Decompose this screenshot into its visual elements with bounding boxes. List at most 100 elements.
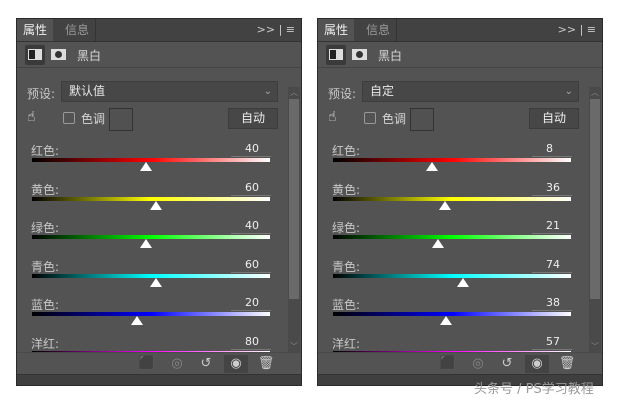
view-previous-icon[interactable]: ◎ xyxy=(472,356,484,371)
slider-track[interactable] xyxy=(333,196,571,201)
visibility-eye-icon[interactable]: ◉ xyxy=(525,355,549,373)
tint-label: 色调 xyxy=(81,112,106,126)
scroll-down-icon[interactable]: ﹀ xyxy=(591,342,599,351)
preset-value: 默认值 xyxy=(69,84,106,98)
clip-to-layer-icon[interactable]: ⬛ xyxy=(439,356,457,371)
slider-value-input[interactable]: 8 xyxy=(532,142,572,157)
slider-thumb[interactable] xyxy=(149,200,162,210)
slider-track[interactable] xyxy=(32,158,270,162)
chevron-down-icon: ⌄ xyxy=(263,86,272,97)
color-slider: 青色: 74 xyxy=(332,258,572,294)
preset-dropdown[interactable]: 自定 ⌄ xyxy=(362,81,579,102)
layer-mask-icon[interactable] xyxy=(51,49,66,60)
resize-grip[interactable] xyxy=(318,374,602,385)
adjustment-layer-icon[interactable] xyxy=(326,45,346,65)
properties-panel: 属性 信息 >> | ≡ 黑白 预设: 默认值 ⌄ ☝ 色调 自动 红色: 40 … xyxy=(16,18,302,386)
bottom-toolbar: ⬛ ◎ ↺ ◉ 🗑 xyxy=(17,352,301,374)
adjustment-header: 黑白 xyxy=(17,42,301,68)
slider-label: 青色: xyxy=(31,259,60,274)
slider-thumb[interactable] xyxy=(457,277,470,287)
adjustment-layer-icon[interactable] xyxy=(25,45,45,65)
color-slider: 蓝色: 20 xyxy=(31,296,271,332)
slider-thumb[interactable] xyxy=(130,316,143,325)
tab-properties[interactable]: 属性 xyxy=(17,19,54,41)
tab-info[interactable]: 信息 xyxy=(360,19,398,41)
slider-thumb[interactable] xyxy=(149,277,162,287)
scrollbar-thumb[interactable] xyxy=(590,99,600,299)
tint-color-swatch[interactable] xyxy=(109,108,133,131)
slider-label: 红色: xyxy=(31,144,60,158)
slider-label: 绿色: xyxy=(31,221,60,235)
slider-value-input[interactable]: 21 xyxy=(532,219,572,234)
scrollbar[interactable]: ︿ ﹀ xyxy=(589,87,601,352)
slider-value-input[interactable]: 60 xyxy=(231,258,271,273)
slider-label: 蓝色: xyxy=(332,298,361,312)
slider-value-input[interactable]: 57 xyxy=(532,335,572,350)
slider-value-input[interactable]: 38 xyxy=(532,296,572,311)
auto-button[interactable]: 自动 xyxy=(529,108,579,129)
slider-track[interactable] xyxy=(32,196,270,201)
targeted-adjustment-hand-icon[interactable]: ☝ xyxy=(27,109,36,125)
slider-track[interactable] xyxy=(333,273,571,278)
adjustment-header: 黑白 xyxy=(318,42,602,68)
visibility-eye-icon[interactable]: ◉ xyxy=(224,355,248,373)
color-slider: 绿色: 40 xyxy=(31,219,271,255)
slider-value-input[interactable]: 60 xyxy=(231,181,271,196)
reset-icon[interactable]: ↺ xyxy=(200,356,212,371)
scroll-up-icon[interactable]: ︿ xyxy=(591,88,599,97)
slider-track[interactable] xyxy=(32,312,270,316)
slider-track[interactable] xyxy=(333,312,571,316)
clip-to-layer-icon[interactable]: ⬛ xyxy=(138,356,156,371)
tab-info[interactable]: 信息 xyxy=(59,19,97,41)
tint-checkbox[interactable] xyxy=(364,112,376,124)
slider-track[interactable] xyxy=(333,235,571,239)
slider-thumb[interactable] xyxy=(440,316,453,325)
slider-label: 黄色: xyxy=(332,182,361,197)
panel-menu-icon[interactable]: >> | ≡ xyxy=(256,23,295,36)
color-slider: 红色: 8 xyxy=(332,142,572,178)
tab-properties[interactable]: 属性 xyxy=(318,19,355,41)
slider-label: 青色: xyxy=(332,259,361,274)
chevron-down-icon: ⌄ xyxy=(564,86,573,97)
scrollbar-thumb[interactable] xyxy=(289,99,299,299)
slider-thumb[interactable] xyxy=(439,200,452,210)
panel-menu-icon[interactable]: >> | ≡ xyxy=(557,23,596,36)
trash-icon[interactable]: 🗑 xyxy=(257,356,275,371)
slider-value-input[interactable]: 74 xyxy=(532,258,572,273)
adjustment-title: 黑白 xyxy=(77,49,102,63)
scrollbar[interactable]: ︿ ﹀ xyxy=(288,87,300,352)
reset-icon[interactable]: ↺ xyxy=(501,356,513,371)
slider-value-input[interactable]: 36 xyxy=(532,181,572,196)
preset-dropdown[interactable]: 默认值 ⌄ xyxy=(61,81,278,102)
color-slider: 红色: 40 xyxy=(31,142,271,178)
slider-thumb[interactable] xyxy=(432,239,445,248)
tint-label: 色调 xyxy=(382,112,407,126)
slider-value-input[interactable]: 40 xyxy=(231,219,271,234)
slider-label: 洋红: xyxy=(332,336,361,351)
color-slider: 黄色: 60 xyxy=(31,181,271,217)
slider-label: 绿色: xyxy=(332,221,361,235)
slider-thumb[interactable] xyxy=(140,239,153,248)
slider-track[interactable] xyxy=(333,158,571,162)
layer-mask-icon[interactable] xyxy=(352,49,367,60)
slider-track[interactable] xyxy=(32,273,270,278)
slider-value-input[interactable]: 80 xyxy=(231,335,271,350)
tint-color-swatch[interactable] xyxy=(410,108,434,131)
properties-panel: 属性 信息 >> | ≡ 黑白 预设: 自定 ⌄ ☝ 色调 自动 红色: 8 黄色… xyxy=(317,18,603,386)
slider-value-input[interactable]: 20 xyxy=(231,296,271,311)
slider-thumb[interactable] xyxy=(140,162,153,171)
slider-value-input[interactable]: 40 xyxy=(231,142,271,157)
watermark: 头条号 / PS学习教程 xyxy=(474,382,594,397)
resize-grip[interactable] xyxy=(17,374,301,385)
tint-checkbox[interactable] xyxy=(63,112,75,124)
view-previous-icon[interactable]: ◎ xyxy=(171,356,183,371)
trash-icon[interactable]: 🗑 xyxy=(558,356,576,371)
scroll-up-icon[interactable]: ︿ xyxy=(290,88,298,97)
targeted-adjustment-hand-icon[interactable]: ☝ xyxy=(328,109,337,125)
slider-thumb[interactable] xyxy=(426,162,438,171)
slider-track[interactable] xyxy=(32,235,270,239)
auto-button[interactable]: 自动 xyxy=(228,108,278,129)
tab-bar: 属性 信息 >> | ≡ xyxy=(318,19,602,42)
tab-bar: 属性 信息 >> | ≡ xyxy=(17,19,301,42)
scroll-down-icon[interactable]: ﹀ xyxy=(290,342,298,351)
